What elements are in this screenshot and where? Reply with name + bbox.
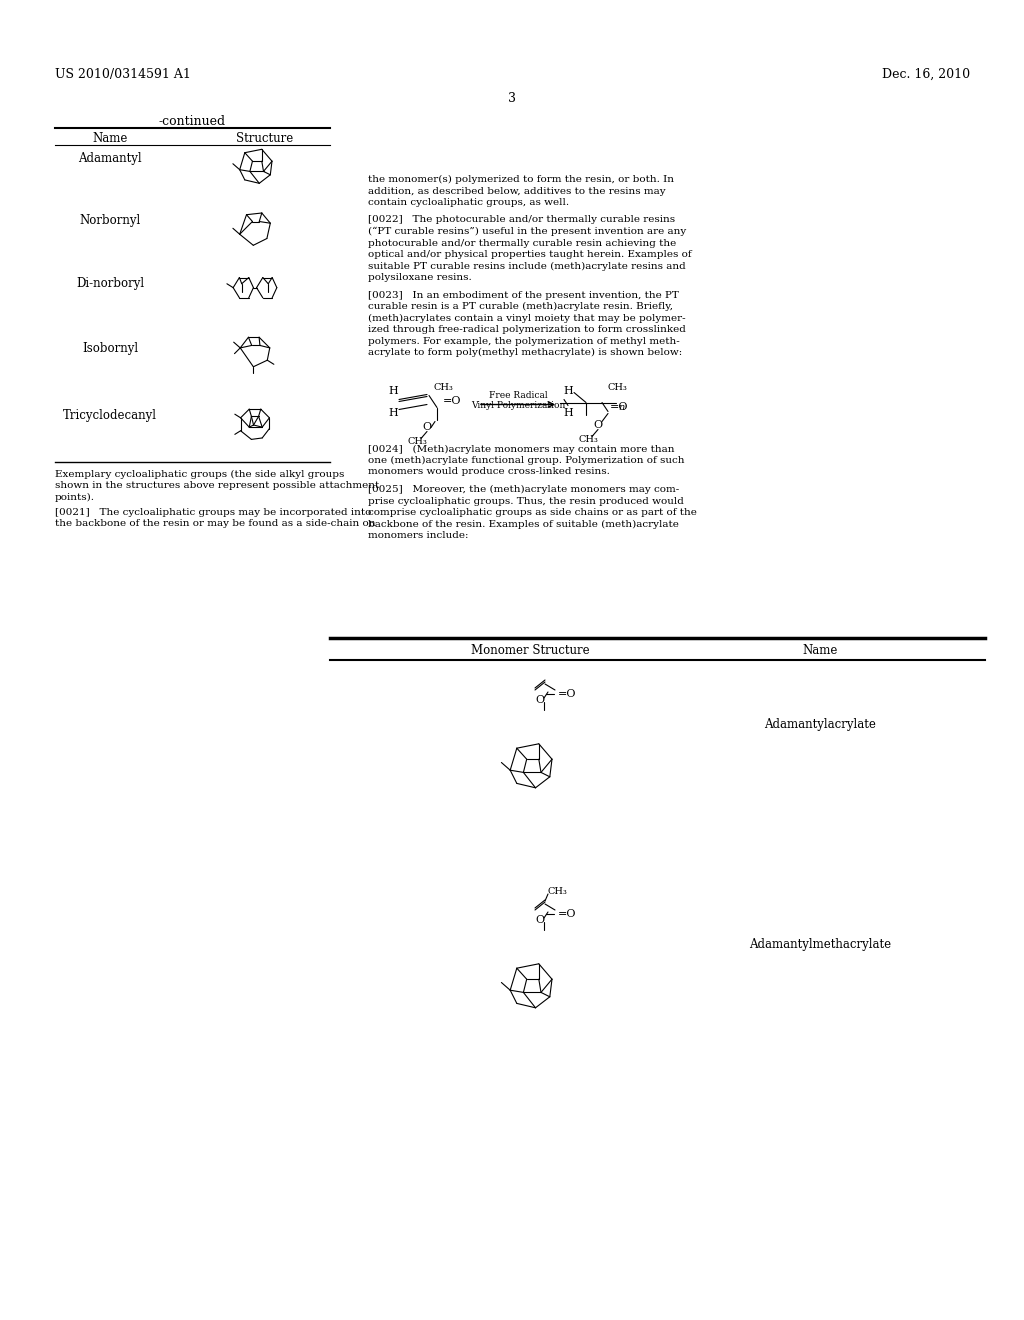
Text: Name: Name [92, 132, 128, 145]
Text: optical and/or physical properties taught herein. Examples of: optical and/or physical properties taugh… [368, 249, 691, 259]
Text: -continued: -continued [159, 115, 226, 128]
Text: H: H [388, 408, 398, 418]
Text: monomers would produce cross-linked resins.: monomers would produce cross-linked resi… [368, 467, 610, 477]
Text: Adamantyl: Adamantyl [78, 152, 141, 165]
Text: H: H [388, 387, 398, 396]
Text: CH₃: CH₃ [408, 437, 427, 446]
Text: ized through free-radical polymerization to form crosslinked: ized through free-radical polymerization… [368, 325, 686, 334]
Text: monomers include:: monomers include: [368, 531, 469, 540]
Text: one (meth)acrylate functional group. Polymerization of such: one (meth)acrylate functional group. Pol… [368, 455, 684, 465]
Text: backbone of the resin. Examples of suitable (meth)acrylate: backbone of the resin. Examples of suita… [368, 520, 679, 528]
Text: US 2010/0314591 A1: US 2010/0314591 A1 [55, 69, 190, 81]
Text: addition, as described below, additives to the resins may: addition, as described below, additives … [368, 186, 666, 195]
Text: the backbone of the resin or may be found as a side-chain on: the backbone of the resin or may be foun… [55, 520, 376, 528]
Text: CH₃: CH₃ [433, 383, 453, 392]
Text: CH₃: CH₃ [548, 887, 568, 896]
Text: (“PT curable resins”) useful in the present invention are any: (“PT curable resins”) useful in the pres… [368, 227, 686, 236]
Text: [0022]   The photocurable and/or thermally curable resins: [0022] The photocurable and/or thermally… [368, 215, 675, 224]
Text: photocurable and/or thermally curable resin achieving the: photocurable and/or thermally curable re… [368, 239, 676, 248]
Text: [0023]   In an embodiment of the present invention, the PT: [0023] In an embodiment of the present i… [368, 290, 679, 300]
Text: [0025]   Moreover, the (meth)acrylate monomers may com-: [0025] Moreover, the (meth)acrylate mono… [368, 484, 679, 494]
Text: CH₃: CH₃ [579, 436, 598, 444]
Text: Tricyclodecanyl: Tricyclodecanyl [63, 409, 157, 422]
Text: Exemplary cycloaliphatic groups (the side alkyl groups: Exemplary cycloaliphatic groups (the sid… [55, 470, 344, 479]
Text: Name: Name [803, 644, 838, 657]
Text: Di-norboryl: Di-norboryl [76, 277, 144, 290]
Text: n: n [618, 403, 625, 412]
Text: curable resin is a PT curable (meth)acrylate resin. Briefly,: curable resin is a PT curable (meth)acry… [368, 302, 673, 312]
Text: 3: 3 [508, 92, 516, 106]
Text: Isobornyl: Isobornyl [82, 342, 138, 355]
Text: H: H [563, 408, 572, 418]
Text: suitable PT curable resins include (meth)acrylate resins and: suitable PT curable resins include (meth… [368, 261, 686, 271]
Text: Dec. 16, 2010: Dec. 16, 2010 [882, 69, 970, 81]
Text: O: O [594, 421, 602, 430]
Text: Norbornyl: Norbornyl [80, 214, 140, 227]
Text: (meth)acrylates contain a vinyl moiety that may be polymer-: (meth)acrylates contain a vinyl moiety t… [368, 314, 686, 322]
Text: O: O [536, 915, 545, 925]
Text: Adamantylacrylate: Adamantylacrylate [764, 718, 876, 731]
Text: Structure: Structure [237, 132, 294, 145]
Text: =O: =O [443, 396, 462, 407]
Text: Free Radical
Vinyl Polymerization: Free Radical Vinyl Polymerization [471, 391, 565, 411]
Text: CH₃: CH₃ [608, 383, 628, 392]
Text: points).: points). [55, 492, 95, 502]
Text: H: H [563, 387, 572, 396]
Text: =O: =O [610, 403, 629, 412]
Text: =O: =O [558, 689, 577, 700]
Text: [0024]   (Meth)acrylate monomers may contain more than: [0024] (Meth)acrylate monomers may conta… [368, 445, 675, 454]
Text: [0021]   The cycloaliphatic groups may be incorporated into: [0021] The cycloaliphatic groups may be … [55, 508, 372, 517]
Text: =O: =O [558, 909, 577, 919]
Text: O: O [536, 696, 545, 705]
Text: polysiloxane resins.: polysiloxane resins. [368, 273, 472, 282]
Text: shown in the structures above represent possible attachment: shown in the structures above represent … [55, 482, 379, 491]
Text: acrylate to form poly(methyl methacrylate) is shown below:: acrylate to form poly(methyl methacrylat… [368, 348, 682, 358]
Text: Adamantylmethacrylate: Adamantylmethacrylate [749, 939, 891, 950]
Text: prise cycloaliphatic groups. Thus, the resin produced would: prise cycloaliphatic groups. Thus, the r… [368, 496, 684, 506]
Text: contain cycloaliphatic groups, as well.: contain cycloaliphatic groups, as well. [368, 198, 569, 207]
Text: polymers. For example, the polymerization of methyl meth-: polymers. For example, the polymerizatio… [368, 337, 680, 346]
Text: the monomer(s) polymerized to form the resin, or both. In: the monomer(s) polymerized to form the r… [368, 176, 674, 183]
Text: comprise cycloaliphatic groups as side chains or as part of the: comprise cycloaliphatic groups as side c… [368, 508, 697, 517]
Text: Monomer Structure: Monomer Structure [471, 644, 590, 657]
Text: O: O [423, 422, 431, 433]
